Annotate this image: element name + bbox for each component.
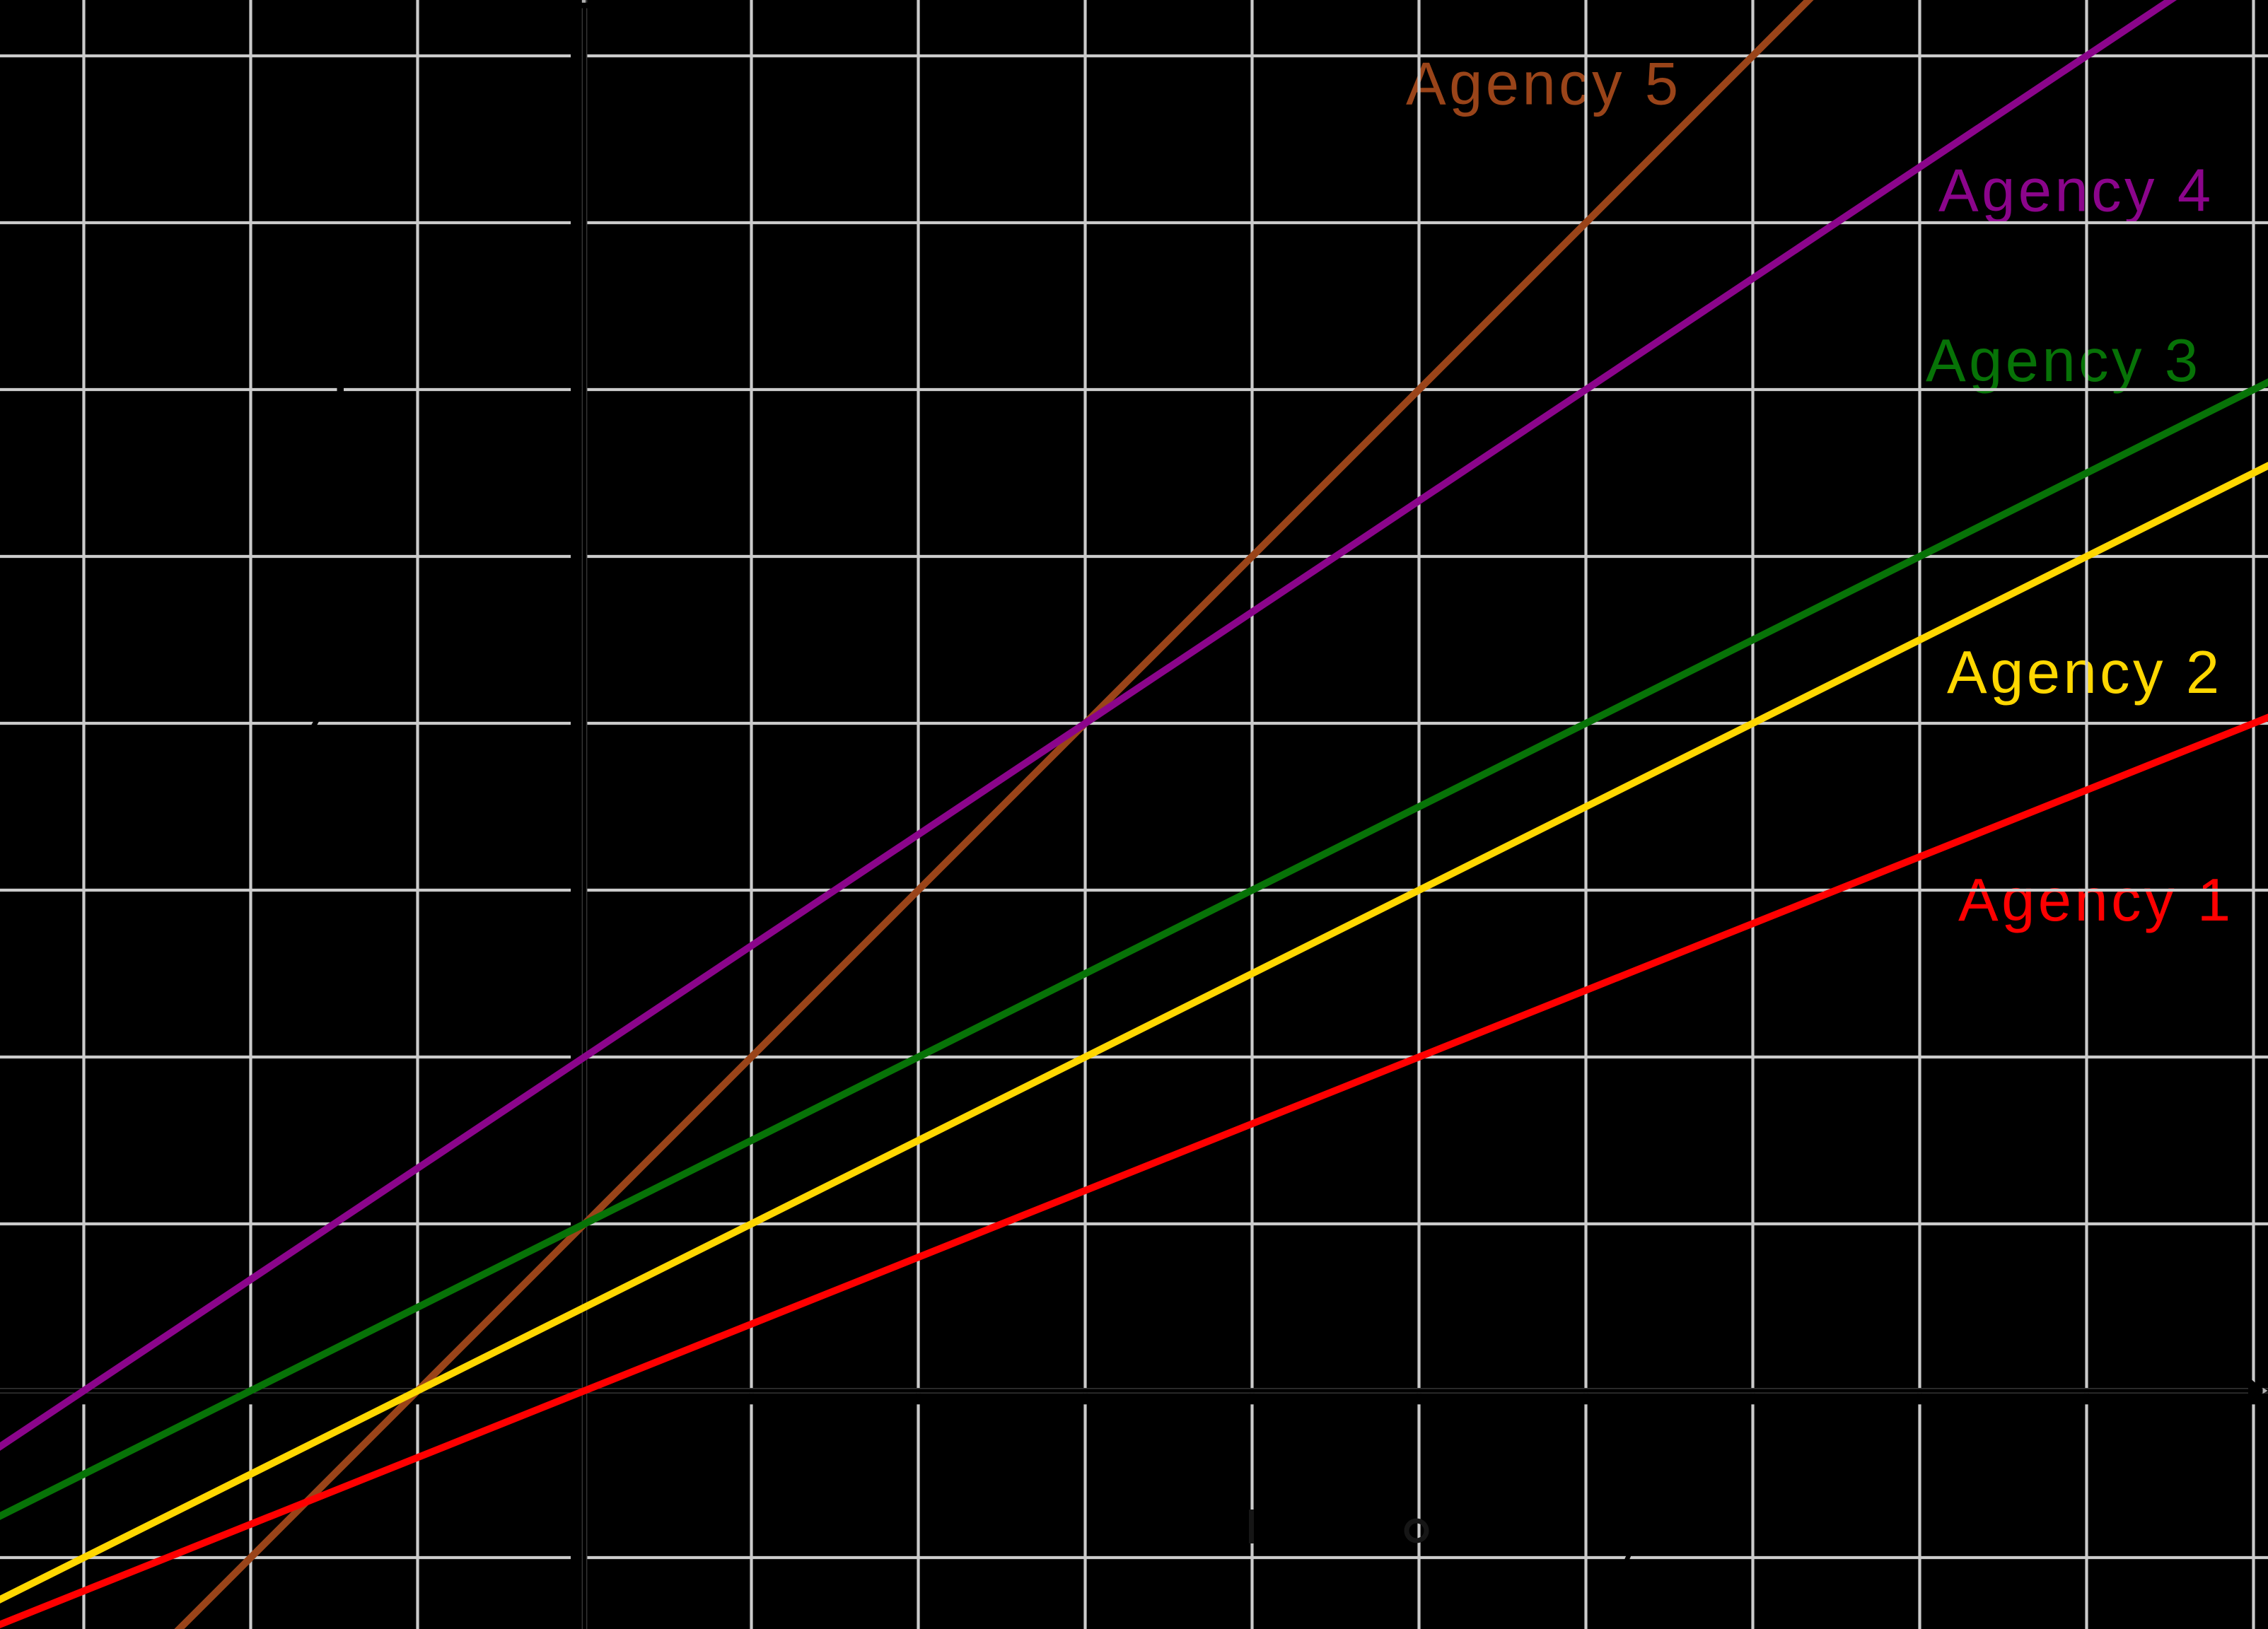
svg-text:Agency 3: Agency 3 bbox=[1926, 327, 2202, 395]
svg-text:Agency 2: Agency 2 bbox=[1947, 639, 2223, 706]
svg-text:Agency 4: Agency 4 bbox=[1938, 158, 2214, 225]
svg-text:Agency 5: Agency 5 bbox=[1406, 51, 1682, 118]
svg-text:Agency 1: Agency 1 bbox=[1958, 867, 2234, 934]
